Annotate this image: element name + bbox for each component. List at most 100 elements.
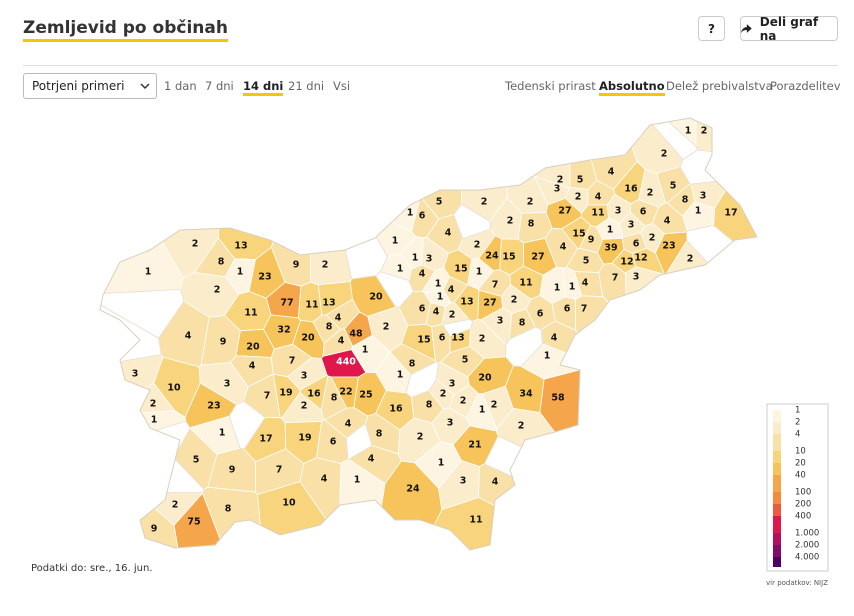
- view-tab[interactable]: Tedenski prirast: [505, 79, 596, 93]
- value-label: 15: [572, 229, 585, 240]
- value-label: 23: [207, 401, 220, 412]
- divider: [23, 65, 838, 66]
- municipality: [301, 118, 421, 233]
- legend-label: 100: [795, 488, 811, 498]
- value-label: 19: [279, 388, 292, 399]
- help-button[interactable]: ?: [698, 16, 725, 41]
- period-tab[interactable]: Vsi: [333, 79, 351, 93]
- value-label: 7: [264, 391, 271, 402]
- value-label: 10: [167, 383, 181, 394]
- legend-swatch: [773, 475, 781, 492]
- legend-label: 1.000: [795, 529, 819, 539]
- value-label: 27: [483, 298, 496, 309]
- legend: 1 2 4 10 20 40 100 200 400 1.000 2.000 4.000: [773, 406, 819, 567]
- period-tab[interactable]: 1 dan: [164, 79, 197, 93]
- value-label: 1: [435, 279, 442, 290]
- legend-swatch: [773, 422, 781, 434]
- value-label: 20: [478, 373, 492, 384]
- value-label: 2: [527, 197, 534, 208]
- value-label: 1: [397, 264, 404, 275]
- value-label: 16: [389, 404, 403, 415]
- view-tab[interactable]: Absolutno: [599, 79, 665, 96]
- value-label: 2: [687, 254, 694, 265]
- legend-label: 400: [795, 512, 811, 522]
- value-label: 2: [491, 400, 498, 411]
- view-tab[interactable]: Delež prebivalstva: [666, 79, 773, 93]
- value-label: 9: [151, 524, 158, 535]
- legend-label: 4.000: [795, 553, 819, 563]
- measure-select[interactable]: Potrjeni primeri: [23, 73, 157, 99]
- share-button[interactable]: Deli graf na: [740, 15, 838, 43]
- value-label: 13: [322, 298, 335, 309]
- value-label: 27: [531, 252, 544, 263]
- value-label: 23: [662, 241, 675, 252]
- value-label: 440: [336, 357, 356, 368]
- value-label: 8: [519, 318, 526, 329]
- country-outline: [99, 117, 758, 551]
- view-tab[interactable]: Porazdelitev: [770, 79, 841, 93]
- period-tab[interactable]: 7 dni: [205, 79, 234, 93]
- legend-label: 4: [795, 430, 800, 440]
- value-label: 1: [479, 405, 486, 416]
- municipality-empty: [228, 400, 266, 450]
- value-label: 2: [440, 389, 447, 400]
- value-label: 39: [604, 243, 617, 254]
- municipality-empty: [345, 422, 373, 460]
- value-label: 2: [192, 239, 199, 250]
- value-label: 11: [305, 300, 318, 311]
- value-label: 4: [419, 269, 426, 280]
- value-label: 1: [397, 370, 404, 381]
- value-label: 4: [368, 454, 375, 465]
- value-label: 4: [664, 216, 671, 227]
- value-label: 17: [259, 434, 272, 445]
- value-label: 4: [338, 336, 345, 347]
- legend-label: 200: [795, 500, 811, 510]
- value-label: 6: [564, 304, 571, 315]
- value-label: 11: [469, 515, 482, 526]
- value-label: 3: [633, 272, 640, 283]
- period-tab[interactable]: 14 dni: [243, 79, 284, 96]
- value-label: 15: [502, 252, 515, 263]
- value-label: 4: [582, 278, 589, 289]
- value-label: 4: [551, 333, 558, 344]
- value-label: 6: [439, 333, 446, 344]
- legend-label: 10: [795, 447, 806, 457]
- legend-swatch: [773, 410, 781, 422]
- value-label: 12: [634, 253, 647, 264]
- value-label: 1: [437, 292, 444, 303]
- legend-swatch: [773, 504, 781, 516]
- value-label: 15: [454, 264, 467, 275]
- value-label: 20: [369, 292, 383, 303]
- value-label: 4: [335, 313, 342, 324]
- value-label: 2: [150, 399, 157, 410]
- value-label: 1: [362, 345, 369, 356]
- value-label: 9: [588, 235, 595, 246]
- value-label: 5: [193, 455, 200, 466]
- municipality-empty: [100, 288, 185, 339]
- value-label: 7: [276, 465, 283, 476]
- legend-swatch: [773, 516, 781, 533]
- value-label: 11: [591, 208, 604, 219]
- legend-swatch: [773, 434, 781, 451]
- value-label: 48: [349, 329, 363, 340]
- value-label: 6: [419, 211, 426, 222]
- value-label: 4: [321, 474, 328, 485]
- value-label: 2: [481, 197, 488, 208]
- value-label: 8: [225, 504, 232, 515]
- value-label: 11: [244, 308, 257, 319]
- value-label: 13: [451, 333, 464, 344]
- value-label: 1: [438, 458, 445, 469]
- value-label: 8: [326, 322, 333, 333]
- value-label: 6: [419, 304, 426, 315]
- value-label: 25: [359, 390, 372, 401]
- value-label: 3: [301, 371, 308, 382]
- value-label: 22: [339, 387, 352, 398]
- value-label: 1: [354, 475, 361, 486]
- period-tab[interactable]: 21 dni: [288, 79, 325, 93]
- value-label: 3: [132, 369, 139, 380]
- value-label: 8: [331, 393, 338, 404]
- value-label: 3: [426, 254, 433, 265]
- value-label: 8: [409, 359, 416, 370]
- value-label: 1: [476, 267, 483, 278]
